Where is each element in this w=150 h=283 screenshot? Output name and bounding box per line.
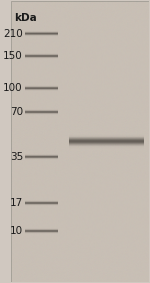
FancyBboxPatch shape — [69, 145, 144, 146]
FancyBboxPatch shape — [11, 1, 149, 282]
Text: 100: 100 — [3, 83, 23, 93]
FancyBboxPatch shape — [69, 136, 144, 137]
Text: 35: 35 — [10, 152, 23, 162]
FancyBboxPatch shape — [69, 144, 144, 145]
FancyBboxPatch shape — [69, 142, 144, 143]
FancyBboxPatch shape — [69, 146, 144, 147]
FancyBboxPatch shape — [69, 143, 144, 144]
Text: 70: 70 — [10, 107, 23, 117]
Text: 17: 17 — [10, 198, 23, 208]
FancyBboxPatch shape — [69, 137, 144, 138]
Text: 150: 150 — [3, 51, 23, 61]
Text: 210: 210 — [3, 29, 23, 38]
Text: 10: 10 — [10, 226, 23, 236]
FancyBboxPatch shape — [69, 141, 144, 142]
Text: kDa: kDa — [14, 13, 37, 23]
FancyBboxPatch shape — [69, 140, 144, 141]
FancyBboxPatch shape — [69, 138, 144, 139]
